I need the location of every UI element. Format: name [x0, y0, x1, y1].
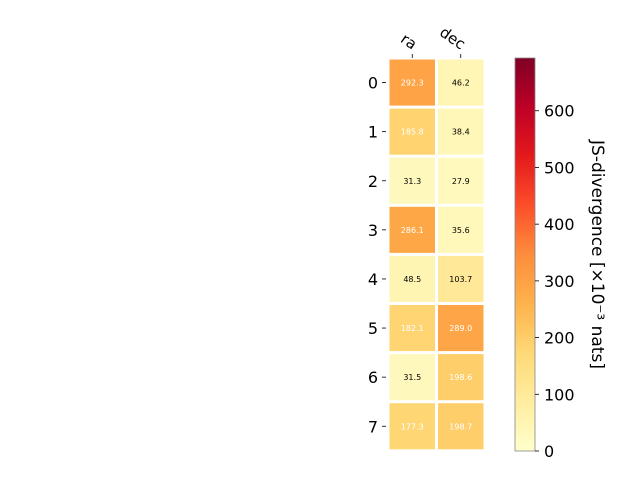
heatmap-cell: [389, 108, 435, 155]
heatmap-cell: [389, 255, 435, 302]
cell-value-label: 31.3: [403, 177, 421, 186]
cell-value-label: 38.4: [452, 128, 470, 137]
heatmap-cells: 292.3 46.2 185.8 38.4 31.3 27.9 286.1 35.6 48.5 1…: [389, 59, 484, 450]
colorbar-tick-label: 300: [544, 272, 575, 291]
colorbar-tick-label: 500: [544, 158, 575, 177]
heatmap-cell: [389, 157, 435, 204]
cell-value-label: 27.9: [452, 177, 470, 186]
colorbar-tick-label: 600: [544, 102, 575, 121]
heatmap-cell: [438, 59, 484, 106]
row-label: 0: [368, 74, 378, 93]
row-label: 3: [368, 221, 378, 240]
heatmap-cell: [438, 305, 484, 352]
heatmap-cell: [389, 206, 435, 253]
column-labels: ra dec: [397, 23, 469, 58]
heatmap-cell: [438, 403, 484, 450]
colorbar: 0 100 200 300 400 500 600 JS-divergence [×10⁻³…: [514, 57, 607, 461]
cell-value-label: 182.1: [401, 324, 424, 333]
cell-value-label: 103.7: [449, 275, 472, 284]
heatmap-cell: [438, 157, 484, 204]
colorbar-gradient: [514, 57, 536, 452]
row-label: 5: [368, 319, 378, 338]
colorbar-tick-label: 0: [544, 442, 554, 461]
colorbar-label: JS-divergence [×10⁻³ nats]: [587, 139, 607, 369]
heatmap-cell: [389, 403, 435, 450]
cell-value-label: 35.6: [452, 226, 470, 235]
heatmap-cell: [438, 206, 484, 253]
colorbar-ticks: 0 100 200 300 400 500 600: [535, 102, 575, 461]
heatmap-cell: [389, 354, 435, 401]
cell-value-label: 185.8: [401, 128, 424, 137]
colorbar-tick-label: 400: [544, 215, 575, 234]
cell-value-label: 292.3: [401, 79, 424, 88]
cell-value-label: 48.5: [403, 275, 421, 284]
heatmap-cell: [389, 59, 435, 106]
cell-value-label: 198.7: [449, 422, 472, 431]
heatmap-cell: [438, 108, 484, 155]
row-label: 4: [368, 270, 378, 289]
heatmap-cell: [389, 305, 435, 352]
row-label: 7: [368, 417, 378, 436]
cell-value-label: 289.0: [449, 324, 472, 333]
heatmap-cell: [438, 255, 484, 302]
row-labels: 0 1 2 3 4 5 6 7: [368, 74, 386, 436]
cell-value-label: 31.5: [403, 373, 421, 382]
cell-value-label: 177.3: [401, 422, 424, 431]
row-label: 6: [368, 368, 378, 387]
cell-value-label: 286.1: [401, 226, 424, 235]
colorbar-tick-label: 100: [544, 385, 575, 404]
cell-value-label: 198.6: [449, 373, 472, 382]
column-label: dec: [436, 23, 468, 53]
row-label: 2: [368, 172, 378, 191]
heatmap-cell: [438, 354, 484, 401]
cell-value-label: 46.2: [452, 79, 470, 88]
column-label: ra: [397, 30, 420, 54]
colorbar-tick-label: 200: [544, 329, 575, 348]
row-label: 1: [368, 123, 378, 142]
